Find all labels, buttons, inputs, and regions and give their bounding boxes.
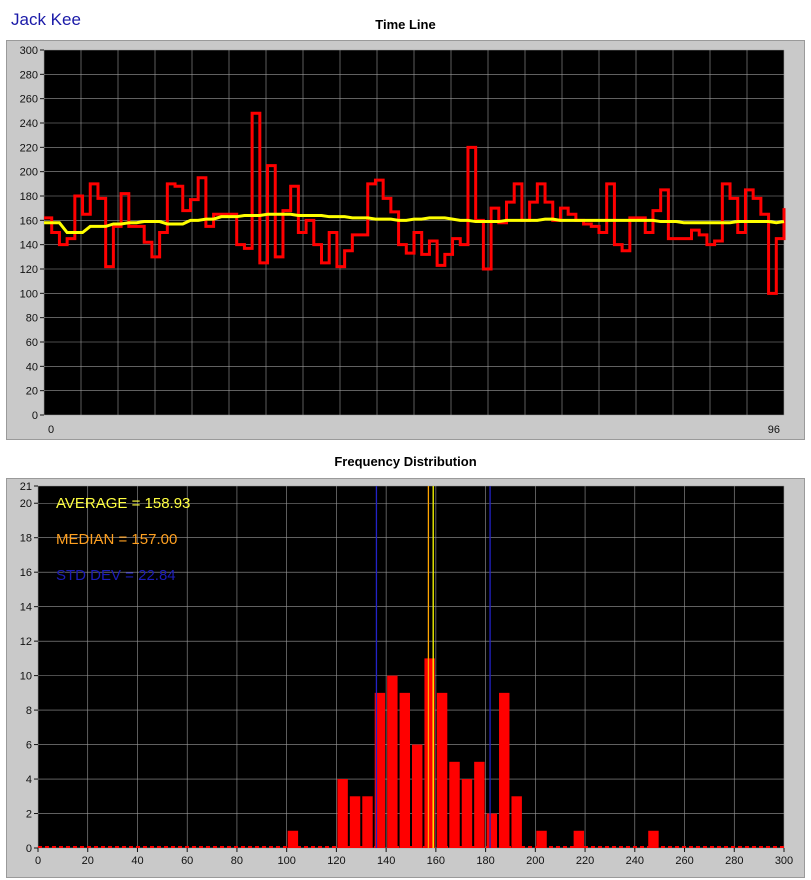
histogram-bar <box>536 830 547 848</box>
x-tick-label: 60 <box>181 855 193 867</box>
histogram-bar <box>511 796 522 848</box>
histogram-bar <box>499 692 510 848</box>
timeline-chart: 0 20 40 60 80 100 120 140 160 180 200 220 240 260 280 3… <box>20 45 786 436</box>
histogram-bar <box>573 830 585 848</box>
histogram-bar <box>337 779 348 848</box>
timeline-chart-panel: 0 20 40 60 80 100 120 140 160 180 200 220 240 260 280 3… <box>6 40 805 440</box>
timeline-series-running-average <box>44 212 785 234</box>
y-tick-label: 0 <box>26 843 32 855</box>
frequency-chart-title: Frequency Distribution <box>334 454 477 469</box>
histogram-bar <box>387 675 398 848</box>
x-tick-label: 20 <box>82 855 94 867</box>
y-tick-label: 16 <box>20 567 32 579</box>
y-tick-label: 6 <box>26 740 32 752</box>
grid <box>37 485 785 849</box>
frequency-chart: 0 2 4 6 8 10 12 14 16 18 20 21 0 20 40 60 80 100 120 140 160… <box>20 481 793 867</box>
y-tick-label: 0 <box>32 410 38 422</box>
histogram-bar <box>362 796 373 848</box>
x-tick-label: 0 <box>48 424 54 436</box>
x-tick-label: 200 <box>526 855 544 867</box>
y-tick-label: 12 <box>20 636 32 648</box>
y-tick-label: 10 <box>20 671 32 683</box>
x-tick-label: 96 <box>768 424 780 436</box>
median-annotation: MEDIAN = 157.00 <box>56 531 177 548</box>
y-tick-label: 180 <box>20 191 38 203</box>
y-tick-label: 20 <box>20 498 32 510</box>
x-tick-label: 140 <box>377 855 395 867</box>
plot-area <box>38 486 784 848</box>
y-tick-label: 21 <box>20 481 32 493</box>
y-tick-label: 240 <box>20 118 38 130</box>
x-tick-label: 160 <box>427 855 445 867</box>
x-tick-label: 100 <box>277 855 295 867</box>
y-tick-label: 280 <box>20 69 38 81</box>
y-tick-label: 300 <box>20 45 38 57</box>
histogram-bar <box>436 692 448 848</box>
histogram-bar <box>461 779 473 848</box>
histogram-bar <box>486 813 498 848</box>
frequency-chart-panel: 0 2 4 6 8 10 12 14 16 18 20 21 0 20 40 60 80 100 120 140 160… <box>6 478 805 878</box>
y-tick-label: 140 <box>20 240 38 252</box>
y-tick-label: 200 <box>20 167 38 179</box>
y-tick-label: 18 <box>20 533 32 545</box>
x-tick-label: 260 <box>675 855 693 867</box>
y-tick-label: 14 <box>20 602 32 614</box>
histogram-bar <box>349 796 361 848</box>
histogram-bar <box>424 658 435 848</box>
y-tick-label: 100 <box>20 288 38 300</box>
y-tick-label: 60 <box>26 337 38 349</box>
histogram-bar <box>474 761 485 848</box>
y-tick-label: 120 <box>20 264 38 276</box>
y-tick-label: 20 <box>26 386 38 398</box>
x-tick-label: 40 <box>131 855 143 867</box>
x-tick-label: 80 <box>231 855 243 867</box>
y-tick-label: 80 <box>26 313 38 325</box>
x-tick-label: 180 <box>476 855 494 867</box>
timeline-chart-title: Time Line <box>375 17 436 32</box>
x-tick-label: 0 <box>35 855 41 867</box>
histogram-bar <box>412 744 423 848</box>
user-name: Jack Kee <box>11 10 81 29</box>
histogram-bar <box>648 830 659 848</box>
y-tick-label: 220 <box>20 142 38 154</box>
y-tick-label: 260 <box>20 94 38 106</box>
std-dev-annotation: STD DEV = 22.84 <box>56 567 176 584</box>
y-tick-label: 160 <box>20 215 38 227</box>
histogram-bar <box>399 692 410 848</box>
average-annotation: AVERAGE = 158.93 <box>56 495 190 512</box>
timeline-series-values <box>44 111 786 295</box>
y-tick-label: 8 <box>26 705 32 717</box>
y-tick-label: 40 <box>26 361 38 373</box>
x-tick-label: 220 <box>576 855 594 867</box>
x-tick-label: 300 <box>775 855 793 867</box>
y-tick-label: 2 <box>26 809 32 821</box>
x-tick-label: 280 <box>725 855 743 867</box>
x-tick-label: 120 <box>327 855 345 867</box>
histogram-bar <box>374 692 386 848</box>
x-tick-label: 240 <box>626 855 644 867</box>
histogram-bar <box>449 761 460 848</box>
histogram-bar <box>287 830 299 848</box>
y-tick-label: 4 <box>26 774 32 786</box>
